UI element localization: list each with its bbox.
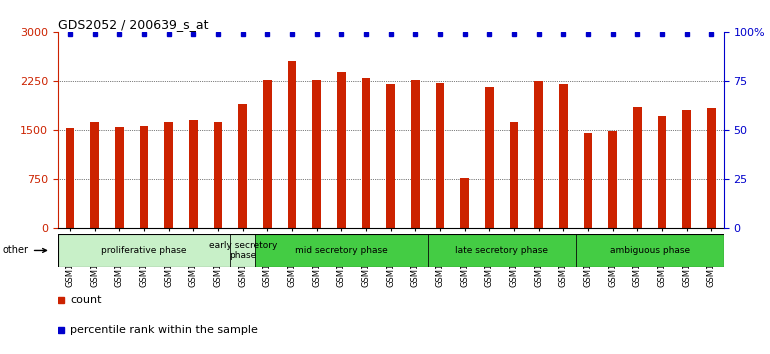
Bar (608, 131, 617, 228)
Bar (576, 234, 724, 267)
Text: other: other (3, 245, 46, 256)
Bar (165, 122, 173, 228)
Bar (263, 80, 272, 228)
Text: count: count (70, 295, 102, 305)
Bar (682, 110, 691, 228)
Bar (510, 121, 518, 228)
Bar (428, 234, 576, 267)
Bar (230, 234, 255, 267)
Bar (239, 104, 247, 228)
Text: early secretory
phase: early secretory phase (209, 241, 277, 260)
Bar (140, 126, 149, 228)
Bar (313, 80, 321, 228)
Bar (387, 84, 395, 228)
Bar (288, 61, 296, 228)
Bar (255, 234, 428, 267)
Text: mid secretory phase: mid secretory phase (295, 246, 388, 255)
Text: proliferative phase: proliferative phase (102, 246, 187, 255)
Text: percentile rank within the sample: percentile rank within the sample (70, 325, 258, 335)
Bar (633, 107, 641, 228)
Bar (584, 133, 592, 228)
Bar (189, 120, 198, 228)
Bar (58, 234, 230, 267)
Bar (534, 81, 543, 228)
Bar (214, 122, 223, 228)
Bar (658, 116, 667, 228)
Bar (65, 128, 75, 228)
Bar (436, 83, 444, 228)
Bar (411, 80, 420, 228)
Text: late secretory phase: late secretory phase (455, 246, 548, 255)
Bar (362, 78, 370, 228)
Bar (337, 73, 346, 228)
Bar (115, 127, 124, 228)
Bar (707, 108, 716, 228)
Bar (559, 84, 567, 228)
Text: ambiguous phase: ambiguous phase (610, 246, 690, 255)
Bar (90, 122, 99, 228)
Bar (460, 178, 469, 228)
Bar (485, 87, 494, 228)
Text: GDS2052 / 200639_s_at: GDS2052 / 200639_s_at (58, 18, 208, 31)
